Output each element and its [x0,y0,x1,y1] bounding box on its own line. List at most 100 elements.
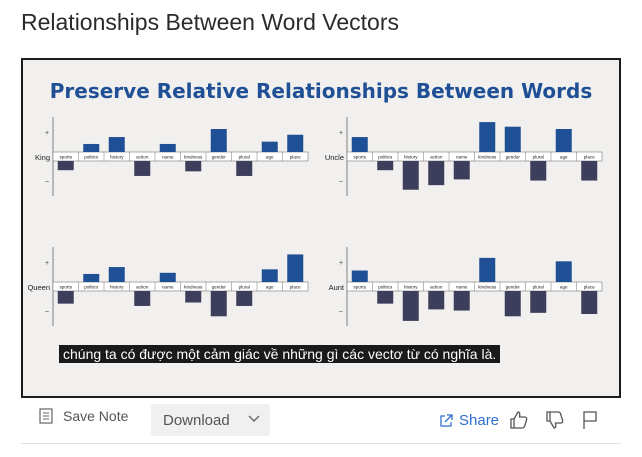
category-label: sports [353,285,366,290]
bar-negative [377,291,394,304]
category-label: history [110,285,124,290]
category-label: gender [212,155,227,160]
bar-negative [210,291,227,317]
bar-positive [83,143,100,152]
category-label: plural [533,155,544,160]
category-label: place [584,285,595,290]
bar-negative [236,291,253,306]
bar-positive [479,122,496,152]
category-label: name [456,285,468,290]
category-label: age [560,285,568,290]
minus-label: – [339,178,343,185]
toolbar-divider [21,443,621,444]
bar-positive [83,273,100,282]
bar-negative [530,291,547,313]
slide-title: Preserve Relative Relationships Between … [49,79,593,103]
plus-label: + [339,130,343,137]
bar-positive [351,270,368,282]
bar-negative [581,291,598,314]
bar-negative [134,291,151,306]
word-label: Queen [27,283,50,292]
category-label: sports [59,285,72,290]
download-label: Download [163,411,230,429]
bar-positive [159,143,176,152]
category-label: plural [239,155,250,160]
bar-negative [57,291,74,304]
save-note-label: Save Note [63,408,129,424]
category-label: name [456,155,468,160]
category-label: age [266,155,274,160]
plus-label: + [339,260,343,267]
share-icon [440,413,453,427]
bar-positive [504,126,521,152]
category-label: gender [506,155,521,160]
bar-positive [351,137,368,152]
word-label: Aunt [329,283,345,292]
category-label: sports [353,155,366,160]
page-title: Relationships Between Word Vectors [21,9,399,35]
category-label: politics [84,285,99,290]
word-vector-charts: + – King sports politics history action name kin… [27,117,603,326]
bar-negative [134,161,151,176]
thumbs-up-icon[interactable] [509,410,529,430]
category-label: plural [239,285,250,290]
chevron-down-icon [248,415,260,422]
thumbs-down-icon[interactable] [545,410,565,430]
category-label: kindness [184,285,203,290]
bar-negative [453,291,470,311]
word-label: Uncle [325,153,344,162]
bar-negative [185,161,202,172]
category-label: politics [84,155,99,160]
bar-negative [402,161,419,190]
bar-positive [261,269,278,282]
category-label: action [136,155,149,160]
minus-label: – [45,308,49,315]
bar-positive [210,129,227,152]
bar-positive [479,257,496,282]
category-label: name [162,285,174,290]
category-label: history [404,155,418,160]
category-label: gender [212,285,227,290]
download-dropdown[interactable]: Download [151,404,270,436]
category-label: kindness [478,285,497,290]
category-label: sports [59,155,72,160]
plus-label: + [45,130,49,137]
bar-positive [287,254,304,282]
category-label: name [162,155,174,160]
save-note-button[interactable]: Save Note [39,408,128,424]
bar-positive [261,141,278,152]
bar-negative [57,161,74,171]
bar-positive [555,261,572,282]
lecture-toolbar: Save Note Download Share [21,402,621,440]
bar-negative [530,161,547,181]
category-label: age [266,285,274,290]
category-label: age [560,155,568,160]
bar-positive [287,134,304,152]
subtitle-caption: chúng ta có được một cảm giác về những g… [59,345,501,363]
share-label: Share [459,412,500,429]
bar-positive [108,137,125,152]
category-label: place [290,285,301,290]
bar-negative [453,161,470,180]
video-player[interactable]: Preserve Relative Relationships Between … [21,58,621,398]
flag-icon[interactable] [581,410,599,430]
bar-negative [504,291,521,317]
category-label: place [584,155,595,160]
bar-negative [581,161,598,181]
category-label: action [430,285,443,290]
share-button[interactable]: Share [439,412,499,429]
word-label: King [35,153,50,162]
lecture-slide: Preserve Relative Relationships Between … [23,60,619,396]
bar-positive [159,272,176,282]
category-label: politics [378,155,393,160]
category-label: place [290,155,301,160]
bar-negative [402,291,419,321]
bar-positive [108,267,125,282]
category-label: plural [533,285,544,290]
bar-negative [428,291,445,310]
plus-label: + [45,260,49,267]
category-label: politics [378,285,393,290]
minus-label: – [45,178,49,185]
category-label: kindness [478,155,497,160]
category-label: history [404,285,418,290]
